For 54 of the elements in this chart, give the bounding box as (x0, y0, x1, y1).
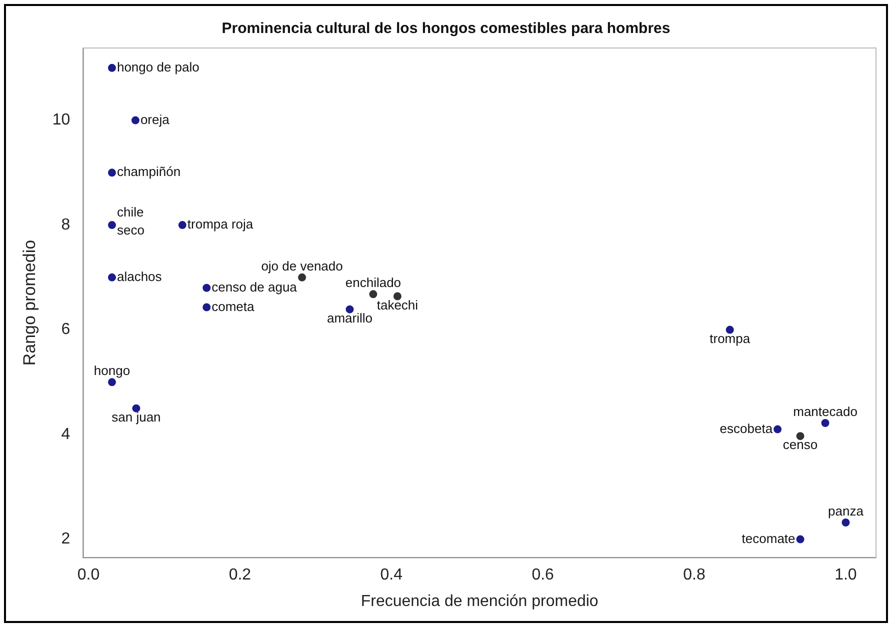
point (108, 221, 116, 230)
data-label: amarillo (326, 310, 372, 326)
data-label: cometa (212, 298, 256, 314)
data-label: censo de agua (212, 279, 298, 294)
point (774, 425, 782, 434)
data-label: hongo (94, 363, 130, 378)
point (842, 518, 850, 527)
data-label: trompa roja (187, 216, 254, 232)
data-label: enchilado (345, 275, 402, 290)
y-tick-label: 6 (61, 321, 70, 338)
point (131, 116, 140, 124)
y-tick-label: 8 (61, 216, 70, 234)
data-label: chile seco (116, 204, 144, 238)
point (796, 535, 804, 544)
y-tick-label: 4 (61, 426, 70, 443)
data-label: mantecado (793, 404, 858, 420)
data-label: champiñón (116, 164, 181, 180)
point (108, 378, 116, 386)
data-label: oreja (140, 112, 170, 127)
y-tick-label: 10 (52, 112, 70, 129)
data-label: tecomate (742, 530, 796, 546)
data-label: san juan (112, 409, 161, 424)
point (796, 432, 804, 440)
data-label: alachos (116, 268, 162, 284)
point (108, 273, 116, 282)
point (393, 292, 402, 300)
point (202, 303, 211, 312)
y-axis-title: Rango promedio (20, 240, 39, 366)
data-label: censo (782, 437, 818, 452)
point (298, 273, 306, 282)
data-label: takechi (376, 297, 418, 312)
data-label: trompa (710, 330, 751, 346)
point (369, 290, 378, 298)
x-tick-label: 0.4 (380, 566, 403, 584)
x-tick-label: 0.8 (683, 566, 706, 584)
chart-title: Prominencia cultural de los hongos comestibles para hombres (222, 20, 670, 38)
x-tick-label: 1.0 (834, 566, 857, 584)
data-label: escobeta (720, 420, 774, 436)
point (178, 221, 186, 230)
point (202, 284, 211, 292)
point (132, 404, 140, 412)
data-label: hongo de palo (116, 59, 200, 74)
data-label: ojo de venado (261, 258, 343, 274)
data-label: panza (828, 504, 864, 519)
point (821, 419, 830, 427)
point (108, 168, 116, 177)
x-tick-label: 0.0 (77, 566, 100, 584)
point (108, 64, 116, 72)
y-tick-label: 2 (61, 530, 70, 548)
point (726, 326, 734, 334)
x-tick-label: 0.6 (532, 566, 554, 584)
x-axis-title: Frecuencia de mención promedio (360, 592, 598, 610)
x-tick-label: 0.2 (228, 566, 252, 584)
point (346, 305, 354, 314)
